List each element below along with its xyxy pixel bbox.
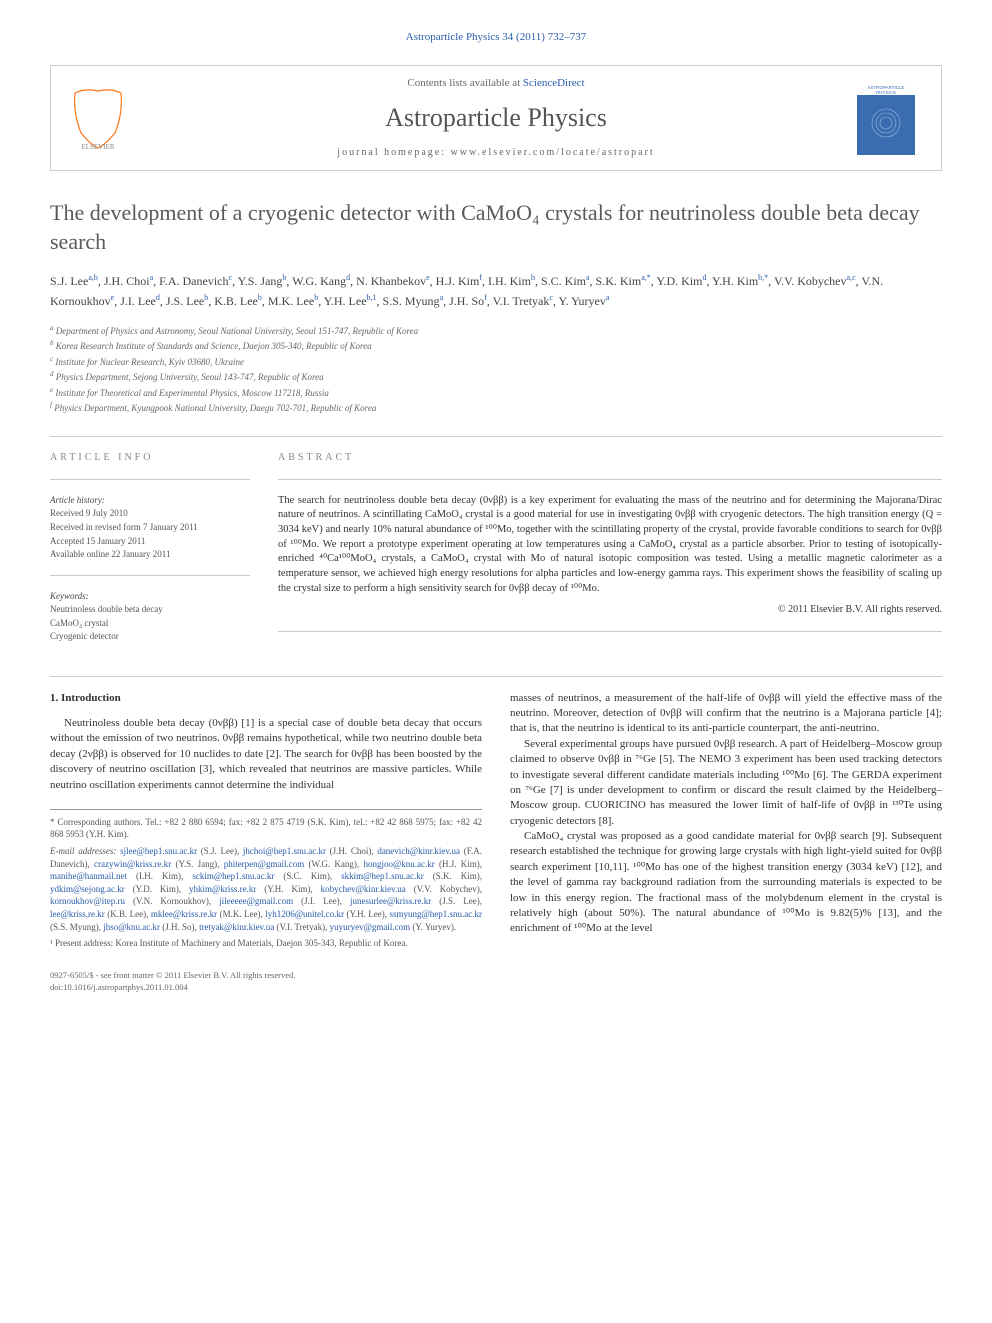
abstract-copyright: © 2011 Elsevier B.V. All rights reserved… bbox=[278, 603, 942, 617]
present-address-note: ¹ Present address: Korea Institute of Ma… bbox=[50, 937, 482, 950]
footer-line-2: doi:10.1016/j.astropartphys.2011.01.004 bbox=[50, 982, 942, 994]
keywords-label: Keywords: bbox=[50, 590, 250, 603]
revised-date: Received in revised form 7 January 2011 bbox=[50, 521, 250, 534]
emails-label: E-mail addresses: bbox=[50, 846, 116, 856]
contents-prefix: Contents lists available at bbox=[407, 77, 522, 89]
body-paragraph: CaMoO₄ crystal was proposed as a good ca… bbox=[510, 829, 942, 937]
body-paragraph: Neutrinoless double beta decay (0νββ) [1… bbox=[50, 716, 482, 793]
body-paragraph: masses of neutrinos, a measurement of th… bbox=[510, 691, 942, 737]
abstract-text: The search for neutrinoless double beta … bbox=[278, 494, 942, 597]
journal-banner: ELSEVIER Contents lists available at Sci… bbox=[50, 65, 942, 171]
divider bbox=[50, 436, 942, 437]
footnotes-block: * Corresponding authors. Tel.: +82 2 880… bbox=[50, 809, 482, 950]
accepted-date: Accepted 15 January 2011 bbox=[50, 535, 250, 548]
divider bbox=[50, 676, 942, 677]
homepage-url[interactable]: www.elsevier.com/locate/astropart bbox=[451, 147, 655, 158]
keyword-item: Neutrinoless double beta decay bbox=[50, 603, 250, 616]
emails-list: sjlee@hep1.snu.ac.kr (S.J. Lee), jhchoi@… bbox=[50, 846, 482, 932]
citation-header: Astroparticle Physics 34 (2011) 732–737 bbox=[50, 30, 942, 45]
abstract-heading: ABSTRACT bbox=[278, 451, 942, 465]
history-label: Article history: bbox=[50, 494, 250, 507]
affiliation-line: e Institute for Theoretical and Experime… bbox=[50, 385, 942, 401]
article-info-heading: ARTICLE INFO bbox=[50, 451, 250, 465]
received-date: Received 9 July 2010 bbox=[50, 507, 250, 520]
svg-text:ELSEVIER: ELSEVIER bbox=[81, 143, 114, 151]
affiliation-line: b Korea Research Institute of Standards … bbox=[50, 338, 942, 354]
affiliations-list: a Department of Physics and Astronomy, S… bbox=[50, 323, 942, 416]
divider bbox=[50, 479, 250, 480]
body-column-right: masses of neutrinos, a measurement of th… bbox=[510, 691, 942, 950]
contents-line: Contents lists available at ScienceDirec… bbox=[135, 76, 857, 91]
journal-cover-thumb: ASTROPARTICLE PHYSICS bbox=[857, 81, 927, 155]
journal-name: Astroparticle Physics bbox=[135, 100, 857, 136]
divider bbox=[278, 631, 942, 632]
divider bbox=[50, 575, 250, 576]
affiliation-line: c Institute for Nuclear Research, Kyiv 0… bbox=[50, 354, 942, 370]
page-footer: 0927-6505/$ - see front matter © 2011 El… bbox=[50, 970, 942, 994]
abstract-block: ABSTRACT The search for neutrinoless dou… bbox=[278, 451, 942, 646]
publisher-logo: ELSEVIER bbox=[65, 83, 135, 153]
article-title: The development of a cryogenic detector … bbox=[50, 199, 942, 256]
keyword-item: CaMoO₄ crystal bbox=[50, 617, 250, 630]
affiliation-line: d Physics Department, Sejong University,… bbox=[50, 369, 942, 385]
svg-text:PHYSICS: PHYSICS bbox=[876, 90, 896, 95]
available-date: Available online 22 January 2011 bbox=[50, 548, 250, 561]
affiliation-line: a Department of Physics and Astronomy, S… bbox=[50, 323, 942, 339]
corresponding-note: * Corresponding authors. Tel.: +82 2 880… bbox=[50, 816, 482, 841]
affiliation-line: f Physics Department, Kyungpook National… bbox=[50, 400, 942, 416]
body-column-left: 1. Introduction Neutrinoless double beta… bbox=[50, 691, 482, 950]
keyword-item: Cryogenic detector bbox=[50, 630, 250, 643]
article-info-block: ARTICLE INFO Article history: Received 9… bbox=[50, 451, 250, 646]
body-paragraph: Several experimental groups have pursued… bbox=[510, 737, 942, 829]
sciencedirect-link[interactable]: ScienceDirect bbox=[523, 77, 585, 89]
author-list: S.J. Leea,b, J.H. Choia, F.A. Danevichc,… bbox=[50, 272, 942, 310]
divider bbox=[278, 479, 942, 480]
journal-homepage: journal homepage: www.elsevier.com/locat… bbox=[135, 146, 857, 160]
footer-line-1: 0927-6505/$ - see front matter © 2011 El… bbox=[50, 970, 942, 982]
section-1-heading: 1. Introduction bbox=[50, 691, 482, 706]
homepage-prefix: journal homepage: bbox=[337, 147, 450, 158]
